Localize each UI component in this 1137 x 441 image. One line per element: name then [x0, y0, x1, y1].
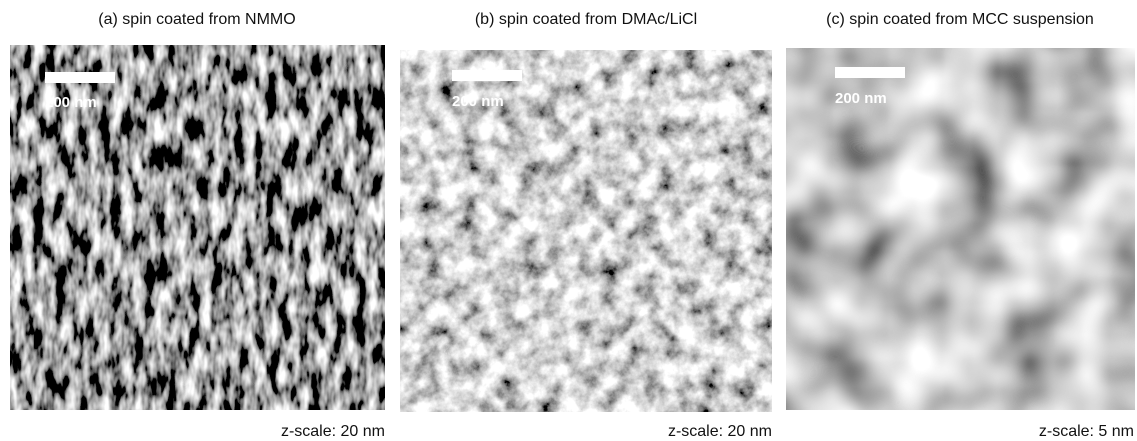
z-scale: z-scale: 5 nm [1039, 423, 1134, 440]
scale-bar [835, 67, 905, 78]
panel-title: (a) spin coated from NMMO [98, 11, 295, 28]
scale-bar [45, 72, 115, 83]
scale-bar-label: 200 nm [45, 94, 97, 111]
z-scale: z-scale: 20 nm [668, 423, 772, 440]
panel-title: (c) spin coated from MCC suspension [826, 11, 1094, 28]
z-scale: z-scale: 20 nm [281, 423, 385, 440]
panel-c: (c) spin coated from MCC suspension 200 … [786, 11, 1135, 440]
scale-bar-label: 200 nm [452, 93, 504, 110]
panel-title: (b) spin coated from DMAc/LiCl [475, 11, 697, 28]
panel-b: (b) spin coated from DMAc/LiCl 200 nm z-… [400, 11, 772, 440]
figure: (a) spin coated from NMMO 200 nm z-scale… [0, 0, 1137, 441]
scale-bar-label: 200 nm [835, 90, 887, 107]
panel-a: (a) spin coated from NMMO 200 nm z-scale… [10, 11, 385, 440]
scale-bar [452, 70, 522, 81]
